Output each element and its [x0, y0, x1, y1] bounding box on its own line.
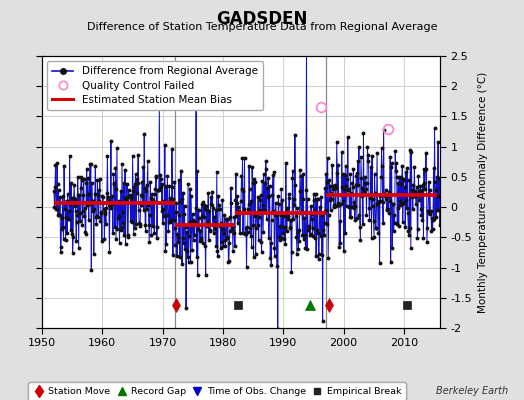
Y-axis label: Monthly Temperature Anomaly Difference (°C): Monthly Temperature Anomaly Difference (…: [478, 71, 488, 313]
Text: GADSDEN: GADSDEN: [216, 10, 308, 28]
Legend: Station Move, Record Gap, Time of Obs. Change, Empirical Break: Station Move, Record Gap, Time of Obs. C…: [28, 382, 406, 400]
Text: Difference of Station Temperature Data from Regional Average: Difference of Station Temperature Data f…: [87, 22, 437, 32]
Text: Berkeley Earth: Berkeley Earth: [436, 386, 508, 396]
